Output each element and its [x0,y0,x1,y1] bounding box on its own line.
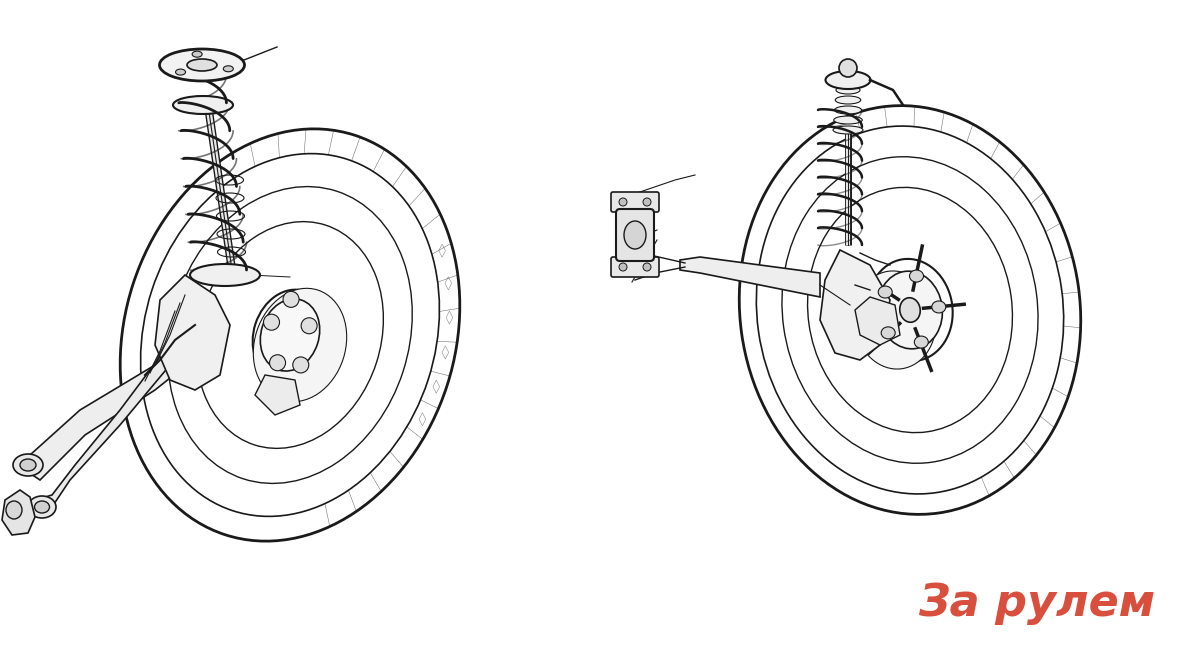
Ellipse shape [160,49,245,81]
Ellipse shape [877,271,942,349]
Polygon shape [25,345,185,480]
Circle shape [264,314,280,331]
Ellipse shape [190,264,260,286]
Ellipse shape [223,66,233,72]
Ellipse shape [834,116,863,124]
Circle shape [301,318,317,334]
Ellipse shape [881,327,895,339]
Ellipse shape [854,271,936,369]
Ellipse shape [192,51,202,57]
Circle shape [643,263,650,271]
Ellipse shape [187,59,217,71]
Ellipse shape [6,501,22,519]
Ellipse shape [931,301,946,313]
Polygon shape [854,297,900,345]
Ellipse shape [624,221,646,249]
Ellipse shape [13,454,43,476]
Ellipse shape [910,270,924,282]
Ellipse shape [253,289,347,402]
Polygon shape [680,257,820,297]
Polygon shape [155,275,230,390]
Circle shape [839,59,857,77]
Ellipse shape [914,336,929,348]
Polygon shape [2,490,35,535]
Ellipse shape [175,69,186,75]
Polygon shape [820,250,890,360]
Polygon shape [35,350,170,515]
Ellipse shape [836,86,860,94]
Polygon shape [256,375,300,415]
Ellipse shape [260,299,319,371]
FancyBboxPatch shape [616,209,654,261]
Ellipse shape [900,298,920,323]
Ellipse shape [835,96,860,104]
Circle shape [293,357,308,373]
Ellipse shape [28,496,56,518]
Circle shape [270,354,286,371]
Ellipse shape [35,501,49,513]
Ellipse shape [878,286,893,298]
Ellipse shape [834,106,862,114]
Ellipse shape [173,96,233,114]
Ellipse shape [826,71,870,89]
Text: За рулем: За рулем [918,582,1154,625]
Circle shape [619,263,626,271]
Circle shape [619,198,626,206]
Circle shape [283,291,299,307]
FancyBboxPatch shape [611,257,659,277]
Circle shape [643,198,650,206]
Ellipse shape [20,459,36,471]
FancyBboxPatch shape [611,192,659,212]
Ellipse shape [833,126,863,134]
